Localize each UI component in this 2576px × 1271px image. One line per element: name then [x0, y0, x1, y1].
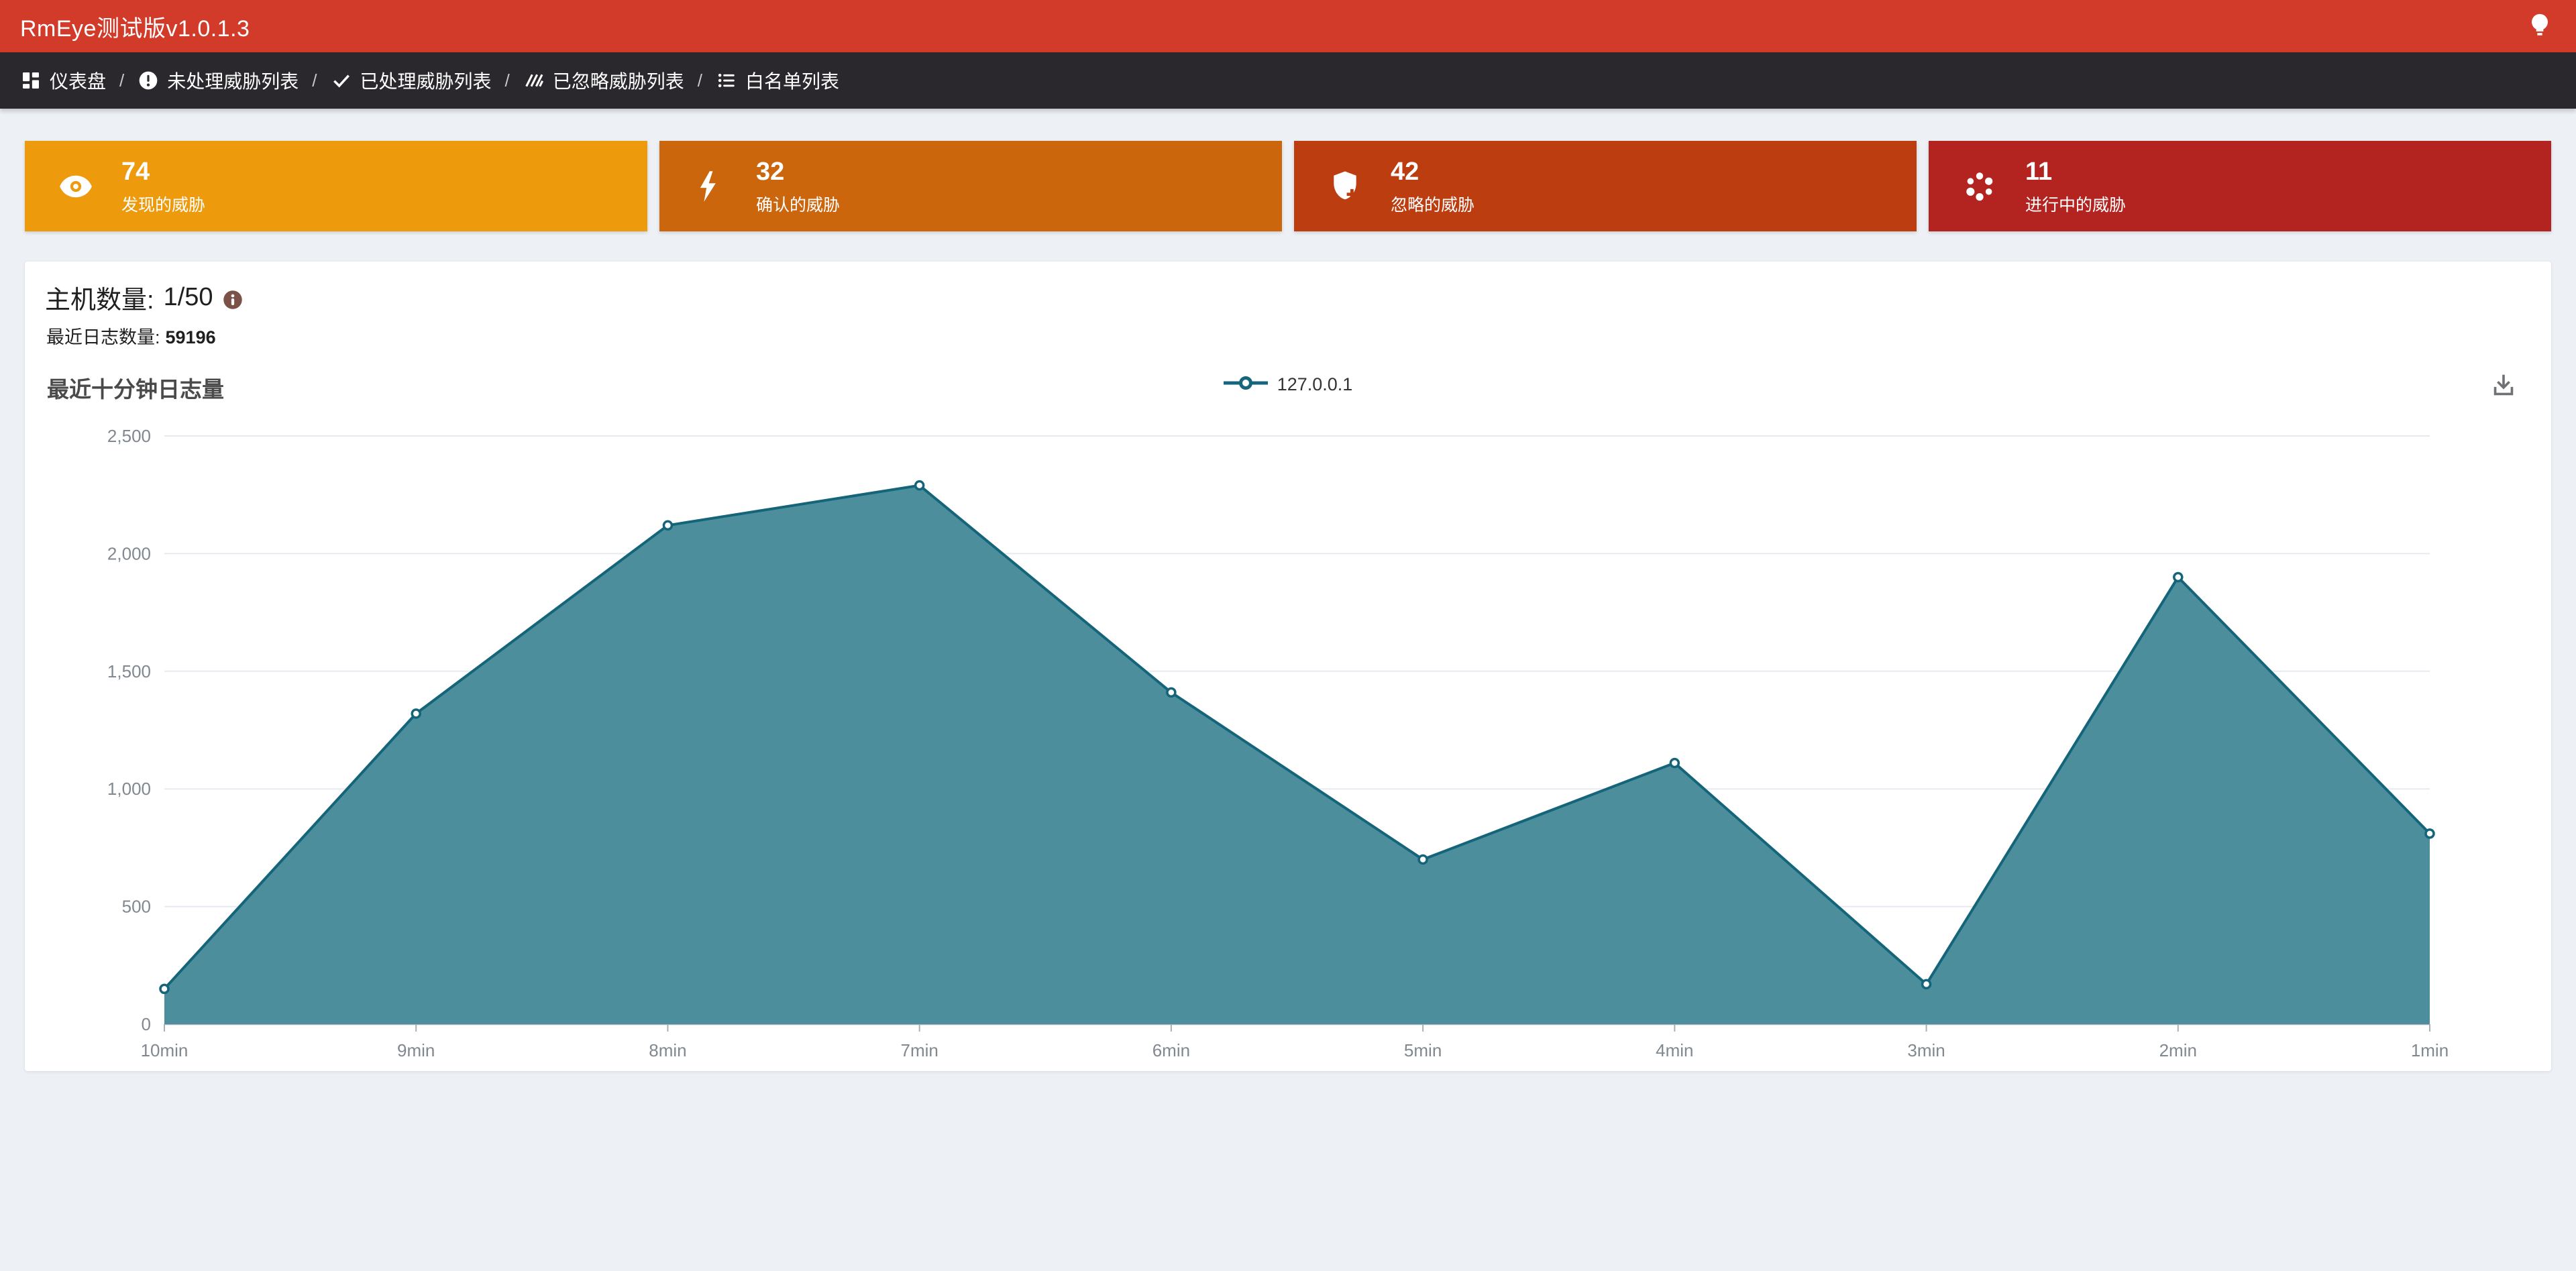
svg-text:3min: 3min	[1907, 1040, 1945, 1060]
legend-item-127-0-0-1[interactable]: 127.0.0.1	[25, 374, 2551, 395]
nav-item-label: 已忽略威胁列表	[552, 71, 684, 92]
legend-label: 127.0.0.1	[1277, 374, 1353, 394]
stat-card-confirmed: 32 确认的威胁	[659, 141, 1282, 231]
log-volume-area-chart[interactable]: 0 500 1,000 1,500 2,000 2,500 10min 9min 8min 7mi…	[25, 412, 2551, 1083]
svg-text:500: 500	[122, 897, 151, 917]
recent-log-label: 最近日志数量:	[46, 327, 160, 347]
save-as-image-button[interactable]	[2488, 370, 2519, 401]
bolt-icon	[693, 169, 728, 204]
stat-value: 32	[756, 157, 785, 186]
stat-label: 发现的威胁	[121, 195, 206, 215]
svg-text:2,000: 2,000	[107, 543, 151, 563]
alert-circle-icon	[138, 70, 159, 91]
svg-text:8min: 8min	[649, 1040, 686, 1060]
lightbulb-icon	[2526, 11, 2553, 42]
breadcrumb-separator: /	[119, 70, 125, 91]
svg-text:9min: 9min	[397, 1040, 435, 1060]
breadcrumb-separator: /	[312, 70, 317, 91]
lightbulb-button[interactable]	[2524, 10, 2556, 42]
stat-card-ignored: 42 忽略的威胁	[1294, 141, 1917, 231]
host-count-label: 主机数量:	[45, 286, 154, 315]
nav-item-dashboard[interactable]: 仪表盘	[20, 67, 106, 94]
breadcrumb-nav: 仪表盘 / 未处理威胁列表 / 已处理威胁列表 /	[0, 52, 2576, 109]
nav-item-label: 仪表盘	[50, 71, 107, 92]
svg-text:1,000: 1,000	[107, 779, 151, 799]
stat-cards-row: 74 发现的威胁 32 确认的威胁 42 忽略的威胁	[25, 141, 2551, 231]
stat-label: 确认的威胁	[756, 195, 841, 215]
breadcrumb-separator: /	[697, 70, 702, 91]
stat-card-discovered: 74 发现的威胁	[25, 141, 647, 231]
host-count-value: 1/50	[163, 283, 213, 311]
stat-value: 42	[1391, 157, 1419, 186]
nav-item-label: 已处理威胁列表	[360, 71, 492, 92]
stat-value: 74	[121, 157, 150, 186]
app-header: RmEye测试版v1.0.1.3	[0, 0, 2576, 52]
svg-text:0: 0	[142, 1014, 151, 1034]
app-title: RmEye测试版v1.0.1.3	[20, 15, 250, 42]
svg-text:6min: 6min	[1152, 1040, 1190, 1060]
stat-text: 42 忽略的威胁	[1391, 157, 1474, 216]
svg-text:10min: 10min	[141, 1040, 189, 1060]
recent-log-value: 59196	[165, 327, 216, 347]
nav-item-label: 未处理威胁列表	[167, 71, 299, 92]
breadcrumb-separator: /	[504, 70, 510, 91]
svg-text:4min: 4min	[1656, 1040, 1693, 1060]
stat-card-in-progress: 11 进行中的威胁	[1929, 141, 2551, 231]
nav-item-unhandled-threats[interactable]: 未处理威胁列表	[138, 67, 299, 94]
download-icon	[2488, 374, 2519, 404]
svg-text:5min: 5min	[1404, 1040, 1442, 1060]
host-count-line: 主机数量: 1/50	[45, 262, 2551, 316]
stat-text: 32 确认的威胁	[756, 157, 840, 216]
stat-label: 进行中的威胁	[2025, 195, 2127, 215]
nav-item-ignored-threats[interactable]: 已忽略威胁列表	[523, 67, 684, 94]
eye-icon	[58, 169, 93, 204]
check-icon	[331, 70, 352, 91]
dashboard-grid-icon	[20, 70, 42, 91]
main-panel: 主机数量: 1/50 最近日志数量: 59196 最近十分钟日志量 127.0.0…	[25, 262, 2551, 1071]
nav-item-label: 白名单列表	[745, 71, 840, 92]
nav-item-handled-threats[interactable]: 已处理威胁列表	[331, 67, 492, 94]
svg-text:2,500: 2,500	[107, 426, 151, 446]
spinner-dots-icon	[1962, 169, 1997, 204]
svg-text:1min: 1min	[2411, 1040, 2449, 1060]
info-icon[interactable]	[223, 288, 243, 309]
stat-text: 74 发现的威胁	[121, 157, 205, 216]
nav-item-whitelist[interactable]: 白名单列表	[716, 67, 839, 94]
chart-title: 最近十分钟日志量	[47, 377, 224, 402]
chart-header: 最近十分钟日志量 127.0.0.1	[25, 369, 2551, 410]
legend-line-circle-icon	[1223, 375, 1268, 394]
hatch-lines-icon	[523, 70, 545, 91]
shield-plus-icon	[1328, 169, 1362, 204]
svg-text:2min: 2min	[2159, 1040, 2197, 1060]
list-icon	[716, 70, 737, 91]
stat-text: 11 进行中的威胁	[2025, 157, 2126, 216]
stat-value: 11	[2025, 157, 2053, 186]
stat-label: 忽略的威胁	[1391, 195, 1475, 215]
recent-log-line: 最近日志数量: 59196	[46, 323, 2551, 349]
svg-text:1,500: 1,500	[107, 661, 151, 681]
svg-text:7min: 7min	[900, 1040, 938, 1060]
